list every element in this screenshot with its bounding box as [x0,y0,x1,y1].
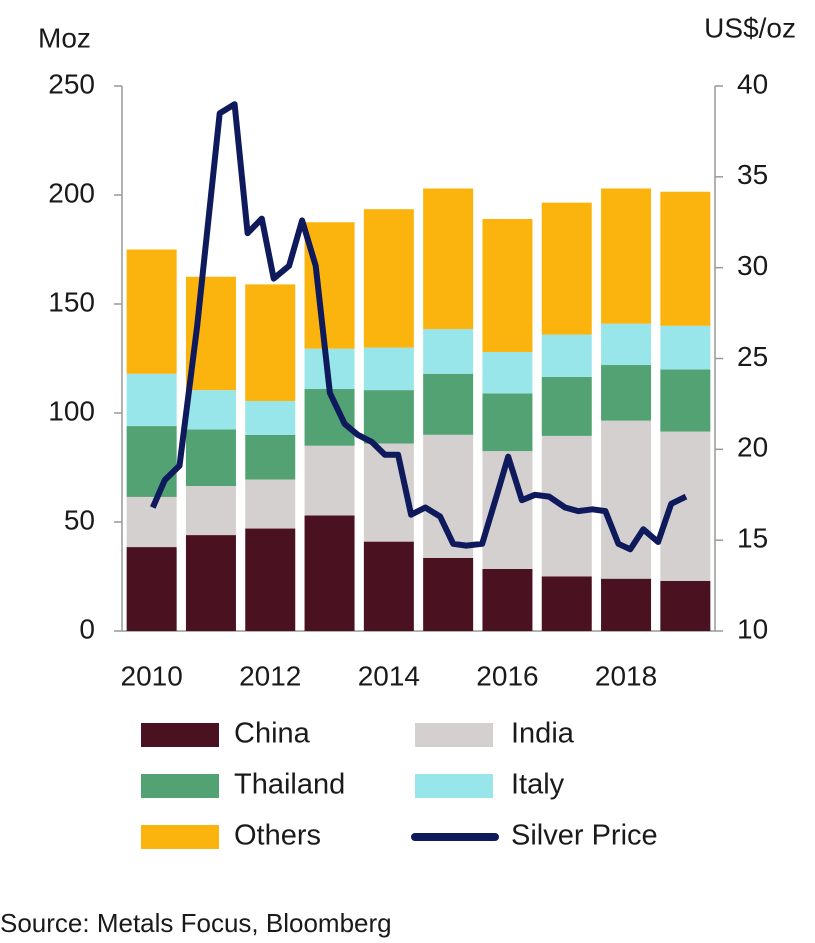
bar-segment [601,578,652,631]
bar-segment [245,401,296,435]
y2-tick-label: 40 [737,68,768,99]
bar-segment [482,351,533,394]
y-axis-label: Moz [38,22,91,53]
y-tick-label: 100 [48,395,95,426]
bar-segment [660,580,711,631]
bar-segment [601,188,652,324]
legend-label: Silver Price [511,820,658,852]
legend-label: Italy [511,769,565,801]
bar-segment [126,249,177,374]
y2-tick-label: 15 [737,523,768,554]
bar-segment [541,334,592,378]
x-tick-label: 2014 [358,660,420,691]
x-tick-label: 2016 [476,660,538,691]
bar-segment [601,323,652,366]
legend-swatch [415,774,493,798]
bar-segment [245,434,296,480]
legend-swatch [141,825,219,849]
bar-segment [423,557,474,631]
bar-segment [304,445,355,516]
y-tick-label: 0 [79,613,95,644]
y-tick-label: 250 [48,68,95,99]
legend-swatch [415,723,493,747]
bar-segment [363,209,414,348]
bar-segment [363,347,414,391]
bar-segment [601,365,652,421]
legend-label: Others [234,820,321,852]
bar-segment [304,515,355,631]
bar-segment [423,188,474,330]
legend-swatch [141,723,219,747]
y-tick-label: 200 [48,177,95,208]
y2-tick-label: 10 [737,613,768,644]
y2-tick-label: 35 [737,159,768,190]
bar-segment [660,325,711,370]
bar-segment [126,373,177,427]
bar-segment [245,284,296,402]
bar-segment [541,377,592,436]
bar-segment [482,568,533,631]
bar-segment [185,486,236,536]
bar-segment [660,369,711,432]
bar-segment [363,390,414,444]
bar-segment [482,218,533,352]
price-line [150,101,688,553]
y2-tick-label: 30 [737,250,768,281]
bar-segment [126,426,177,497]
bar-segment [482,393,533,452]
bar-segment [541,202,592,335]
x-tick-label: 2012 [239,660,301,691]
legend-swatch [141,774,219,798]
bar-segment [185,429,236,487]
legend-label: India [511,718,575,750]
x-tick-label: 2018 [595,660,657,691]
legend-label: China [234,718,311,750]
y-tick-label: 150 [48,286,95,317]
bar-segment [660,191,711,326]
bar-segment [245,528,296,631]
bar-segment [541,576,592,631]
legend-label: Thailand [234,769,345,801]
bar-segment [304,222,355,349]
bar-segment [601,420,652,579]
bar-segment [245,479,296,529]
bar-segment [363,541,414,631]
source-note: Source: Metals Focus, Bloomberg [0,908,392,938]
bar-segment [185,535,236,631]
bar-segment [185,390,236,430]
bar-segment [423,373,474,435]
y2-tick-label: 20 [737,432,768,463]
y2-tick-label: 25 [737,341,768,372]
bar-segment [126,547,177,631]
y2-axis-label: US$/oz [704,12,796,43]
y-tick-label: 50 [64,504,95,535]
x-tick-label: 2010 [121,660,183,691]
bar-segment [423,329,474,374]
